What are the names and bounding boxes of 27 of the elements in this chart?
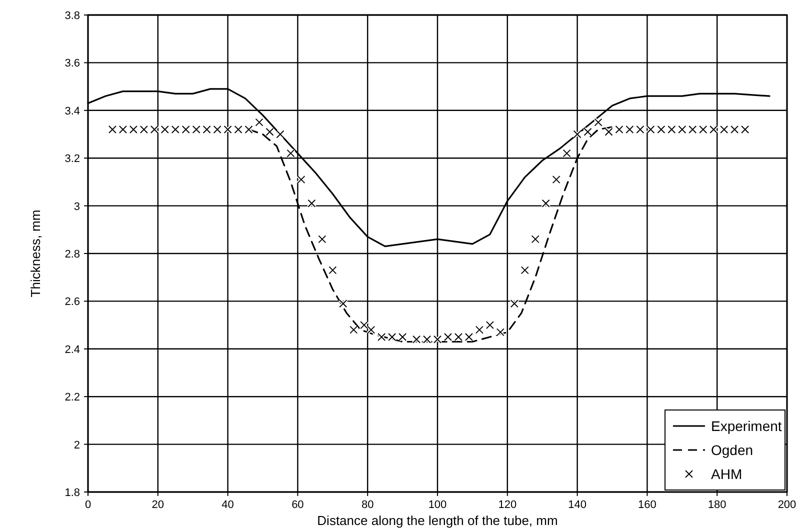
y-tick-label: 3.6 [64, 58, 80, 70]
y-axis-title: Thickness, mm [28, 210, 43, 298]
x-tick-label: 60 [292, 499, 304, 511]
y-tick-label: 2.6 [64, 296, 80, 308]
x-tick-label: 200 [778, 499, 796, 511]
x-tick-label: 140 [568, 499, 586, 511]
x-tick-label: 100 [428, 499, 447, 511]
x-tick-label: 160 [638, 499, 656, 511]
y-tick-label: 3.8 [64, 10, 80, 22]
y-tick-label: 2.2 [64, 392, 80, 404]
y-tick-label: 1.8 [64, 487, 80, 499]
legend-label: Experiment [711, 418, 782, 434]
y-tick-label: 3.2 [64, 153, 80, 166]
y-tick-label: 2 [74, 439, 80, 452]
y-tick-label: 2.4 [64, 344, 80, 356]
legend-label: Ogden [711, 442, 754, 458]
x-tick-label: 80 [361, 499, 374, 511]
x-tick-label: 180 [708, 499, 726, 511]
x-axis-title: Distance along the length of the tube, mm [317, 513, 558, 528]
x-tick-label: 20 [152, 499, 164, 511]
y-tick-label: 3 [74, 200, 80, 213]
x-tick-label: 40 [222, 499, 234, 511]
x-tick-label: 120 [498, 499, 517, 511]
y-tick-label: 2.8 [64, 248, 80, 260]
y-tick-label: 3.4 [64, 105, 80, 118]
x-tick-label: 0 [84, 499, 92, 511]
legend-label: AHM [711, 466, 742, 482]
